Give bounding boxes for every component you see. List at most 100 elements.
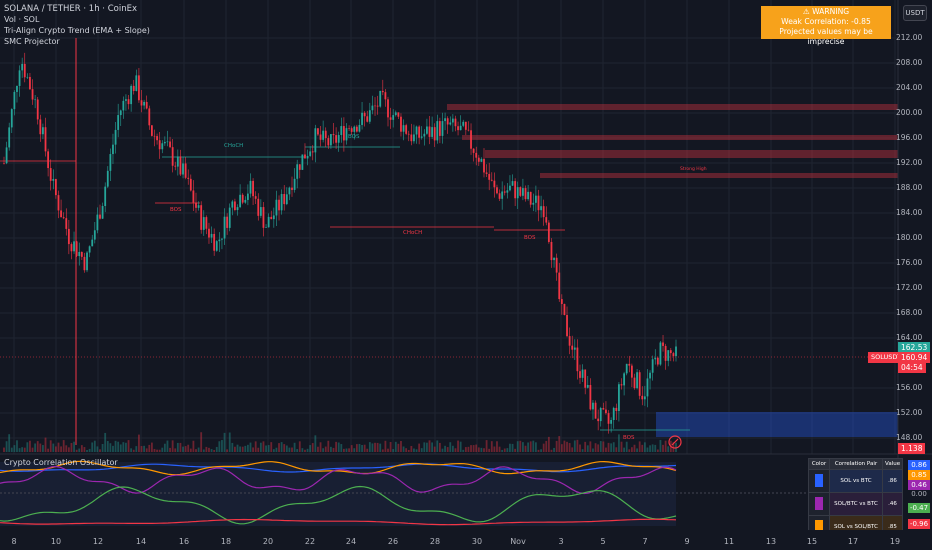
volume-bar xyxy=(298,441,301,452)
volume-bar xyxy=(413,448,415,452)
candle-body xyxy=(215,241,218,251)
candle-body xyxy=(57,195,60,211)
candle-body xyxy=(311,151,314,153)
indicator-smc[interactable]: SMC Projector xyxy=(4,37,60,46)
volume-bar xyxy=(576,439,579,452)
candle-body xyxy=(547,222,550,242)
candle-body xyxy=(537,195,540,211)
volume-bar xyxy=(529,441,532,452)
candle-body xyxy=(252,180,254,197)
bos-label: BOS xyxy=(170,207,182,213)
volume-bar xyxy=(104,432,107,452)
volume-bar xyxy=(270,442,273,452)
volume-bar xyxy=(646,447,649,452)
time-tick: 16 xyxy=(178,537,190,546)
candle-body xyxy=(454,118,457,127)
oscillator-title[interactable]: Crypto Correlation Oscillator xyxy=(4,458,118,467)
candle-body xyxy=(542,206,545,218)
indicator-tri-align[interactable]: Tri-Align Crypto Trend (EMA + Slope) xyxy=(4,26,150,35)
volume-bar xyxy=(462,449,465,452)
candle-body xyxy=(104,186,107,207)
candle-body xyxy=(78,251,81,257)
candle-body xyxy=(138,75,140,101)
candle-body xyxy=(413,134,415,142)
volume-bar xyxy=(610,443,613,452)
volume-bar xyxy=(291,447,293,452)
candle-body xyxy=(433,127,436,141)
candle-body xyxy=(477,157,480,162)
candle-body xyxy=(524,188,527,200)
volume-bar xyxy=(109,443,112,452)
volume-bar xyxy=(171,440,174,452)
candle-body xyxy=(322,130,325,140)
candle-body xyxy=(239,194,242,208)
volume-bar xyxy=(125,442,127,452)
indicator-volume[interactable]: Vol · SOL xyxy=(4,15,40,24)
candle-body xyxy=(618,384,620,412)
candle-body xyxy=(304,154,306,159)
volume-bar xyxy=(342,448,345,452)
volume-bar xyxy=(127,440,130,452)
volume-bar xyxy=(636,448,638,452)
price-tick: 152.00 xyxy=(896,408,923,417)
alert-icon[interactable] xyxy=(668,435,682,449)
candle-body xyxy=(586,385,589,388)
candle-body xyxy=(340,126,343,136)
bar-countdown: 04:54 xyxy=(898,362,926,373)
time-axis[interactable] xyxy=(0,530,932,550)
volume-bar xyxy=(244,445,247,452)
osc-value-red: -0.96 xyxy=(908,519,930,529)
candle-body xyxy=(26,76,29,78)
volume-bar xyxy=(304,449,306,452)
candle-body xyxy=(594,402,597,419)
volume-bar xyxy=(101,443,104,452)
volume-bar xyxy=(78,448,81,452)
volume-bar xyxy=(67,447,70,452)
volume-bar xyxy=(182,446,184,452)
candle-body xyxy=(584,369,587,388)
volume-bar xyxy=(537,449,540,452)
candle-body xyxy=(114,129,117,145)
symbol-title[interactable]: SOLANA / TETHER · 1h · CoinEx xyxy=(4,4,137,14)
osc-line-orange xyxy=(0,460,677,476)
bos-label: BOS xyxy=(348,134,360,140)
volume-bar xyxy=(620,441,623,452)
volume-bar xyxy=(407,449,410,452)
candle-body xyxy=(182,163,184,175)
candle-body xyxy=(189,178,192,191)
candle-body xyxy=(65,218,68,229)
high-price-tag: 162.53 xyxy=(898,342,931,353)
volume-bar xyxy=(91,442,94,452)
volume-bar xyxy=(99,449,101,452)
volume-bar xyxy=(148,444,151,452)
volume-bar xyxy=(143,445,146,452)
volume-bar xyxy=(397,443,400,452)
volume-bar xyxy=(649,445,651,452)
volume-bar xyxy=(426,442,428,452)
volume-bar xyxy=(446,447,449,452)
candle-body xyxy=(361,112,363,125)
osc-line-purple xyxy=(0,465,677,495)
volume-bar xyxy=(384,440,387,452)
candle-body xyxy=(93,230,96,240)
time-tick: 3 xyxy=(558,537,564,546)
warning-note: Projected values may be imprecise xyxy=(779,27,873,46)
osc-value-green: -0.47 xyxy=(908,503,930,513)
pair-label: SOL/BTC vs BTC xyxy=(829,492,883,516)
time-tick: 13 xyxy=(765,537,777,546)
price-tick: 188.00 xyxy=(896,183,923,192)
price-tick: 148.00 xyxy=(896,433,923,442)
candle-body xyxy=(662,342,664,346)
volume-bar xyxy=(189,448,192,452)
volume-bar xyxy=(70,443,73,452)
candle-body xyxy=(444,118,446,122)
currency-button[interactable]: USDT xyxy=(903,5,927,21)
time-tick: 20 xyxy=(262,537,274,546)
volume-bar xyxy=(402,446,405,452)
volume-bar xyxy=(83,447,86,452)
candle-body xyxy=(270,216,273,220)
volume-bar xyxy=(210,449,213,452)
volume-bar xyxy=(656,449,659,452)
volume-bar xyxy=(337,442,340,452)
